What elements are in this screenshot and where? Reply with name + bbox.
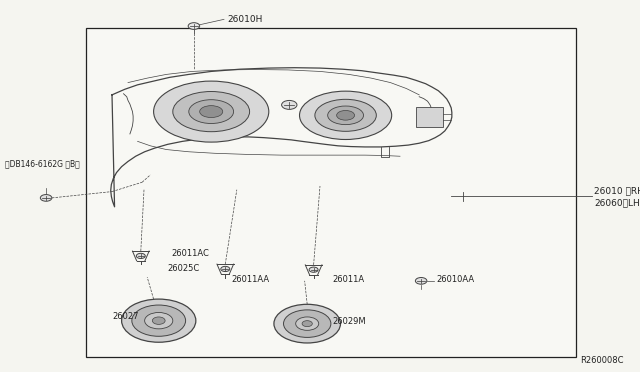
Circle shape (188, 23, 200, 29)
Text: 26025C: 26025C (167, 264, 199, 273)
Bar (86, 28, 576, 357)
Ellipse shape (200, 106, 223, 118)
Text: 26029M: 26029M (333, 317, 367, 326)
Text: ⒷDB146-6162G 〈B〉: ⒷDB146-6162G 〈B〉 (5, 159, 80, 168)
Text: R260008C: R260008C (580, 356, 624, 365)
Circle shape (152, 317, 165, 324)
Text: 26010AA: 26010AA (436, 275, 475, 284)
Circle shape (122, 299, 196, 342)
Circle shape (40, 195, 52, 201)
Text: 26011AA: 26011AA (232, 275, 270, 284)
Circle shape (415, 278, 427, 284)
Circle shape (145, 312, 173, 329)
Text: 26011A: 26011A (333, 275, 365, 284)
Ellipse shape (173, 92, 250, 132)
Ellipse shape (300, 91, 392, 140)
Ellipse shape (328, 106, 364, 125)
Circle shape (284, 310, 331, 337)
Circle shape (296, 317, 319, 330)
Bar (416, 107, 443, 127)
Text: 26060〈LH〉: 26060〈LH〉 (594, 198, 640, 207)
Text: 26010 〈RH〉: 26010 〈RH〉 (594, 186, 640, 195)
Circle shape (282, 100, 297, 109)
Ellipse shape (189, 100, 234, 124)
Circle shape (309, 267, 318, 272)
Circle shape (274, 304, 340, 343)
Ellipse shape (337, 110, 355, 120)
Circle shape (136, 253, 145, 259)
Text: 26027: 26027 (112, 312, 138, 321)
Text: 26011AC: 26011AC (172, 249, 209, 258)
Ellipse shape (154, 81, 269, 142)
Circle shape (302, 321, 312, 327)
Circle shape (132, 305, 186, 336)
Circle shape (221, 266, 230, 272)
Text: 26010H: 26010H (227, 15, 262, 24)
Ellipse shape (315, 99, 376, 131)
